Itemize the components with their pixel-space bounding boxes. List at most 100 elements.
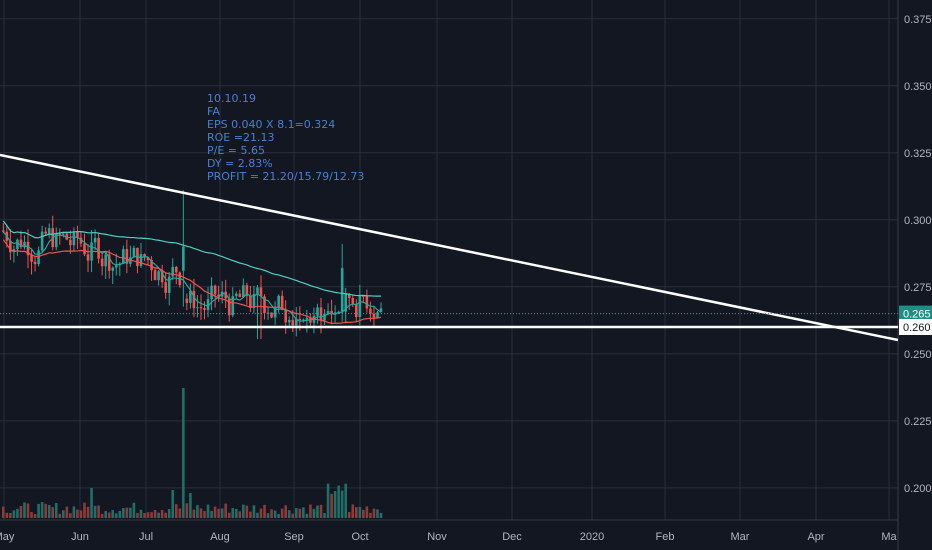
- candle-body: [330, 310, 333, 315]
- volume-bar: [5, 512, 9, 518]
- volume-bar: [160, 510, 164, 518]
- candle-body: [174, 266, 178, 273]
- volume-bar: [47, 504, 51, 518]
- candle-body: [139, 254, 143, 267]
- candle-body: [355, 303, 358, 317]
- candle-body: [249, 295, 252, 308]
- candle-body: [125, 249, 129, 264]
- candle-body: [358, 295, 362, 317]
- candle-body: [153, 270, 157, 281]
- x-tick-label: Sep: [284, 531, 304, 543]
- candle-body: [69, 239, 72, 246]
- volume-bar: [355, 507, 358, 518]
- y-tick-label: 0.225: [904, 416, 932, 428]
- x-tick-label: Aug: [210, 531, 230, 543]
- candle-body: [79, 237, 83, 244]
- ma-long-line: [2, 220, 382, 297]
- volume-bar: [16, 508, 19, 518]
- ma-fast-line: [2, 231, 382, 322]
- candle-body: [111, 267, 115, 271]
- volume-bar: [249, 511, 252, 518]
- candle-body: [164, 282, 167, 293]
- volume-bar: [30, 511, 33, 518]
- volume-bar: [132, 502, 136, 518]
- volume-bar: [93, 505, 97, 518]
- candle-body: [19, 239, 23, 248]
- candle-body: [305, 317, 309, 320]
- volume-bar: [171, 490, 175, 518]
- last-price-label: 0.265: [903, 309, 931, 321]
- x-tick-label: Oct: [351, 531, 368, 543]
- descending-trendline: [0, 153, 899, 342]
- volume-bar: [79, 510, 83, 518]
- volume-bar: [298, 508, 302, 518]
- volume-bar: [97, 505, 100, 518]
- volume-bar: [337, 485, 340, 518]
- y-tick-label: 0.300: [904, 215, 932, 227]
- candle-body: [263, 296, 266, 313]
- candle-body: [9, 240, 12, 253]
- volume-bar: [153, 510, 157, 518]
- volume-bar: [344, 483, 348, 518]
- volume-bar: [302, 507, 305, 518]
- candle-body: [203, 308, 206, 310]
- volume-bar: [90, 488, 93, 518]
- volume-bar: [347, 511, 351, 518]
- candle-body: [238, 293, 242, 297]
- candle-body: [270, 312, 273, 318]
- volume-bar: [319, 504, 323, 518]
- volume-bar: [44, 503, 47, 518]
- volume-bar: [58, 513, 62, 518]
- annotation-line: FA: [207, 105, 220, 118]
- annotation-line: 10.10.19: [207, 92, 256, 105]
- volume-bar: [40, 502, 44, 518]
- volume-bar: [372, 508, 376, 518]
- x-tick-label: Ma: [881, 531, 897, 543]
- x-tick-label: Jun: [71, 531, 89, 543]
- volume-bar: [263, 504, 266, 518]
- candle-body: [40, 231, 44, 251]
- volume-bar: [83, 502, 86, 518]
- candle-body: [33, 261, 37, 265]
- volume-bar: [107, 512, 111, 518]
- candle-body: [44, 231, 47, 234]
- candle-body: [16, 239, 19, 250]
- volume-bar: [238, 511, 242, 518]
- candle-body: [171, 266, 175, 277]
- x-tick-label: May: [0, 531, 15, 543]
- candle-body: [86, 254, 90, 261]
- volume-bar: [72, 506, 76, 518]
- volume-bar: [118, 510, 122, 518]
- candle-body: [23, 241, 26, 248]
- volume-bar: [157, 512, 160, 518]
- volume-bar: [305, 513, 309, 518]
- candle-body: [266, 312, 270, 314]
- candle-body: [2, 230, 5, 232]
- candle-body: [26, 241, 30, 256]
- volume-bar: [326, 483, 330, 518]
- volume-bar: [365, 506, 369, 518]
- candle-body: [150, 259, 153, 271]
- candle-body: [146, 257, 150, 260]
- annotation-line: P/E = 5.65: [207, 144, 265, 157]
- volume-bar: [182, 388, 185, 518]
- candle-body: [365, 296, 369, 309]
- annotation-line: DY = 2.83%: [207, 157, 273, 170]
- volume-bar: [280, 508, 284, 518]
- candle-body: [72, 231, 76, 246]
- volume-bar: [340, 490, 344, 518]
- volume-bar: [291, 513, 295, 518]
- volume-bar: [12, 510, 16, 518]
- candle-body: [252, 293, 256, 308]
- volume-bar: [333, 491, 337, 518]
- volume-bar: [192, 509, 196, 518]
- volume-bar: [227, 512, 231, 518]
- volume-bar: [266, 513, 270, 518]
- y-tick-label: 0.325: [904, 148, 932, 160]
- volume-bar: [143, 513, 146, 518]
- candle-body: [323, 313, 326, 321]
- volume-bar: [178, 508, 182, 518]
- volume-bar: [199, 508, 203, 518]
- candle-body: [291, 319, 295, 326]
